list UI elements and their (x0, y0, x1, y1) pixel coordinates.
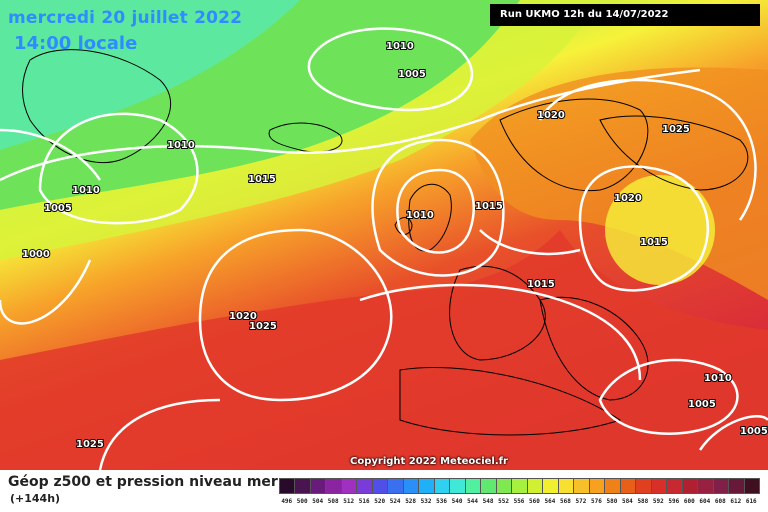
legend-swatch (340, 478, 358, 494)
isobars (0, 27, 768, 470)
forecast-step: (+144h) (10, 492, 61, 505)
isobar-label: 1005 (688, 399, 716, 410)
legend-tick: 588 (637, 498, 649, 505)
isobar-label: 1020 (614, 193, 642, 204)
map-canvas: 1010 1005 1010 1010 1005 1000 1015 1020 … (0, 0, 768, 470)
isobar-label: 1015 (475, 201, 503, 212)
legend-swatch (511, 478, 528, 494)
isobar-labels: 1010 1005 1010 1010 1005 1000 1015 1020 … (21, 40, 768, 451)
legend-tick: 568 (560, 498, 571, 505)
legend-tick: 512 (343, 498, 355, 505)
forecast-time: 14:00 locale (14, 33, 138, 54)
weather-map: 1010 1005 1010 1010 1005 1000 1015 1020 … (0, 0, 768, 470)
legend-swatch (371, 478, 389, 494)
legend-tick: 524 (389, 498, 401, 505)
legend-tick: 548 (482, 498, 494, 505)
isobar-label: 1010 (406, 210, 434, 221)
legend-tick: 572 (575, 498, 587, 505)
product-title: Géop z500 et pression niveau mer (8, 474, 278, 490)
color-legend: 496 500 504 508 512 516 520 524 528 532 536 540 544 5… (279, 478, 760, 508)
legend-swatch (464, 478, 482, 494)
legend-swatch (681, 478, 699, 494)
isobar-label: 1005 (398, 69, 426, 80)
legend-swatch (480, 478, 497, 494)
legend-swatch (666, 478, 683, 494)
legend-tick: 520 (374, 498, 386, 505)
legend-tick: 616 (745, 498, 757, 505)
geopotential-blob-yellow (605, 175, 715, 285)
legend-swatch (325, 478, 342, 494)
legend-swatch (387, 478, 404, 494)
isobar-label: 1005 (44, 203, 72, 214)
legend-tick: 508 (327, 498, 339, 505)
legend-tick: 592 (652, 498, 664, 505)
isobar-label: 1010 (167, 140, 195, 151)
legend-tick: 608 (714, 498, 726, 505)
legend-swatch (573, 478, 590, 494)
legend-swatch (433, 478, 451, 494)
legend-swatch (449, 478, 466, 494)
legend-swatch (635, 478, 652, 494)
isobar-label: 1020 (229, 311, 257, 322)
isobar-label: 1015 (640, 237, 668, 248)
legend-tick: 496 (281, 498, 293, 505)
isobar-label: 1000 (22, 249, 50, 260)
legend-swatch (526, 478, 544, 494)
map-footer: Géop z500 et pression niveau mer (+144h)… (0, 470, 768, 512)
legend-tick: 560 (529, 498, 540, 505)
legend-tick: 536 (436, 498, 447, 505)
legend-tick: 580 (606, 498, 618, 505)
isobar-label: 1005 (740, 426, 768, 437)
geopotential-band-yellow (0, 0, 600, 260)
isobar-label: 1015 (527, 279, 555, 290)
legend-swatch (604, 478, 621, 494)
isobar-label: 1010 (704, 373, 732, 384)
legend-swatch (743, 478, 760, 494)
isobar-label: 1025 (249, 321, 277, 332)
isobar-label: 1010 (72, 185, 100, 196)
model-run-label: Run UKMO 12h du 14/07/2022 (490, 4, 760, 26)
legend-tick: 596 (668, 498, 680, 505)
legend-swatch (542, 478, 559, 494)
legend-swatch (650, 478, 668, 494)
legend-swatch (294, 478, 311, 494)
legend-swatch (588, 478, 606, 494)
legend-tick: 604 (699, 498, 711, 505)
isobar-label: 1020 (537, 110, 565, 121)
legend-swatch (728, 478, 745, 494)
copyright-notice: Copyright 2022 Meteociel.fr (350, 456, 508, 467)
legend-swatch (418, 478, 435, 494)
legend-tick: 556 (513, 498, 525, 505)
legend-tick: 600 (683, 498, 695, 505)
geopotential-band-cyan (0, 0, 300, 150)
legend-tick: 528 (405, 498, 417, 505)
isobar-label: 1025 (662, 124, 690, 135)
legend-tick: 532 (420, 498, 432, 505)
legend-tick: 612 (730, 498, 742, 505)
legend-swatch (356, 478, 373, 494)
legend-swatch (712, 478, 730, 494)
legend-swatch (619, 478, 637, 494)
coastlines (22, 49, 749, 436)
forecast-date: mercredi 20 juillet 2022 (8, 8, 243, 28)
legend-tick: 544 (467, 498, 478, 505)
legend-tick: 564 (544, 498, 556, 505)
legend-tick: 504 (312, 498, 324, 505)
legend-tick: 552 (498, 498, 509, 505)
legend-tick: 516 (358, 498, 370, 505)
isobar-label: 1010 (386, 41, 414, 52)
isobar-label: 1015 (248, 174, 276, 185)
legend-swatch (557, 478, 575, 494)
legend-tick: 500 (296, 498, 308, 505)
legend-swatch (495, 478, 513, 494)
legend-swatch (309, 478, 327, 494)
legend-tick: 584 (621, 498, 633, 505)
legend-tick: 540 (451, 498, 463, 505)
legend-swatch (402, 478, 420, 494)
legend-swatch (279, 478, 296, 494)
legend-tick: 576 (590, 498, 602, 505)
isobar-label: 1025 (76, 439, 104, 450)
legend-swatch (697, 478, 714, 494)
